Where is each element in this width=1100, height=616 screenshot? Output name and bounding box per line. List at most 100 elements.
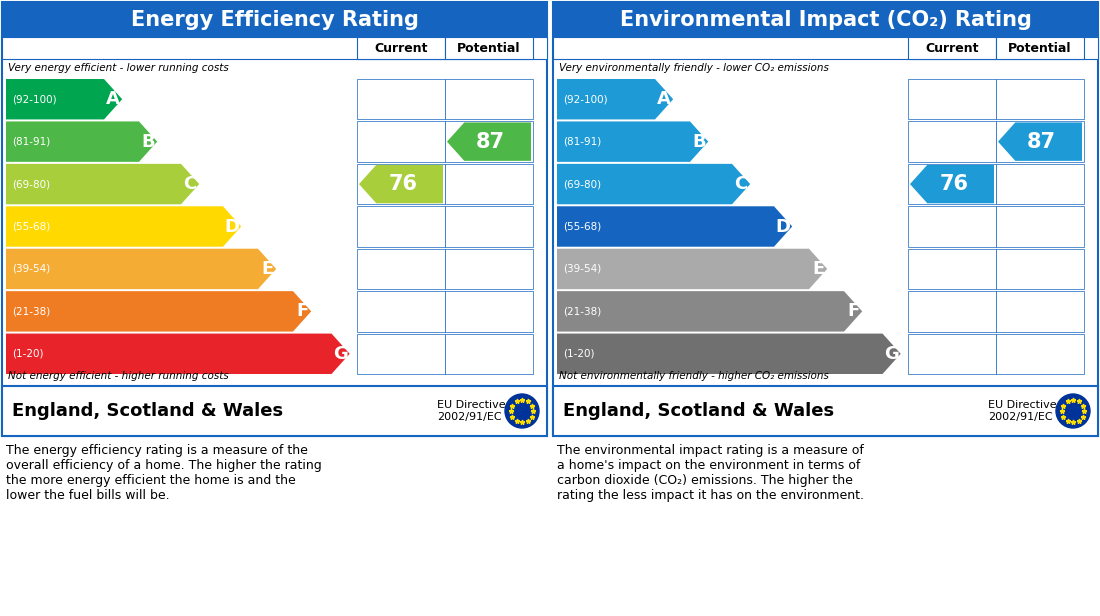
Polygon shape xyxy=(557,206,792,247)
Text: EU Directive
2002/91/EC: EU Directive 2002/91/EC xyxy=(988,400,1057,422)
Bar xyxy=(358,291,446,331)
Text: E: E xyxy=(812,260,824,278)
Bar xyxy=(2,2,547,436)
Text: Current: Current xyxy=(925,41,979,54)
Text: 87: 87 xyxy=(476,132,505,152)
Text: Energy Efficiency Rating: Energy Efficiency Rating xyxy=(131,9,418,30)
Polygon shape xyxy=(6,164,199,205)
Text: Potential: Potential xyxy=(1009,41,1071,54)
Bar xyxy=(446,249,534,289)
Bar xyxy=(358,37,446,59)
Bar xyxy=(908,164,996,205)
Polygon shape xyxy=(557,79,673,120)
Text: (1-20): (1-20) xyxy=(12,349,44,359)
Bar xyxy=(908,37,996,59)
Text: (69-80): (69-80) xyxy=(12,179,51,189)
Polygon shape xyxy=(998,123,1082,161)
Text: D: D xyxy=(776,217,791,235)
Text: B: B xyxy=(692,132,706,151)
Bar xyxy=(446,164,534,205)
Text: Not environmentally friendly - higher CO₂ emissions: Not environmentally friendly - higher CO… xyxy=(559,371,829,381)
Polygon shape xyxy=(6,79,122,120)
Polygon shape xyxy=(6,291,311,331)
Text: 76: 76 xyxy=(939,174,968,194)
Bar xyxy=(908,121,996,162)
Text: (81-91): (81-91) xyxy=(12,137,51,147)
Polygon shape xyxy=(557,334,901,374)
Text: F: F xyxy=(847,302,859,320)
Bar xyxy=(2,386,547,436)
Bar xyxy=(996,79,1084,120)
Text: A: A xyxy=(107,90,120,108)
Text: The environmental impact rating is a measure of
a home's impact on the environme: The environmental impact rating is a mea… xyxy=(557,444,864,502)
Bar xyxy=(908,334,996,374)
Bar xyxy=(358,164,446,205)
Bar xyxy=(996,291,1084,331)
Bar xyxy=(908,206,996,247)
Text: (92-100): (92-100) xyxy=(12,94,56,104)
Text: (92-100): (92-100) xyxy=(563,94,607,104)
Text: C: C xyxy=(735,175,748,193)
Bar xyxy=(358,249,446,289)
Text: G: G xyxy=(333,345,348,363)
Bar xyxy=(2,2,547,37)
Bar xyxy=(908,249,996,289)
Text: 87: 87 xyxy=(1027,132,1056,152)
Polygon shape xyxy=(447,123,531,161)
Polygon shape xyxy=(6,206,241,247)
Polygon shape xyxy=(557,121,708,162)
Text: England, Scotland & Wales: England, Scotland & Wales xyxy=(12,402,283,420)
Text: Potential: Potential xyxy=(458,41,520,54)
Text: (21-38): (21-38) xyxy=(563,306,602,317)
Text: B: B xyxy=(141,132,155,151)
Text: (39-54): (39-54) xyxy=(563,264,602,274)
Text: (55-68): (55-68) xyxy=(563,222,602,232)
Polygon shape xyxy=(557,164,750,205)
Text: F: F xyxy=(296,302,308,320)
Text: Environmental Impact (CO₂) Rating: Environmental Impact (CO₂) Rating xyxy=(619,9,1032,30)
Text: A: A xyxy=(657,90,671,108)
Text: England, Scotland & Wales: England, Scotland & Wales xyxy=(563,402,834,420)
Text: G: G xyxy=(884,345,899,363)
Bar xyxy=(553,2,1098,436)
Polygon shape xyxy=(359,165,443,203)
Text: C: C xyxy=(184,175,197,193)
Text: (55-68): (55-68) xyxy=(12,222,51,232)
Bar xyxy=(446,334,534,374)
Bar xyxy=(996,121,1084,162)
Text: EU Directive
2002/91/EC: EU Directive 2002/91/EC xyxy=(437,400,506,422)
Bar xyxy=(358,334,446,374)
Polygon shape xyxy=(557,291,862,331)
Bar xyxy=(446,79,534,120)
Text: Not energy efficient - higher running costs: Not energy efficient - higher running co… xyxy=(8,371,229,381)
Text: D: D xyxy=(224,217,240,235)
Bar xyxy=(996,249,1084,289)
Text: Very energy efficient - lower running costs: Very energy efficient - lower running co… xyxy=(8,63,229,73)
Bar xyxy=(358,121,446,162)
Polygon shape xyxy=(557,249,827,289)
Text: Very environmentally friendly - lower CO₂ emissions: Very environmentally friendly - lower CO… xyxy=(559,63,829,73)
Circle shape xyxy=(505,394,539,428)
Polygon shape xyxy=(910,165,994,203)
Text: 76: 76 xyxy=(388,174,417,194)
Polygon shape xyxy=(6,249,276,289)
Polygon shape xyxy=(6,334,350,374)
Circle shape xyxy=(1056,394,1090,428)
Bar xyxy=(996,334,1084,374)
Text: Current: Current xyxy=(374,41,428,54)
Bar xyxy=(908,79,996,120)
Bar xyxy=(553,37,1098,59)
Text: (69-80): (69-80) xyxy=(563,179,601,189)
Text: E: E xyxy=(261,260,273,278)
Bar xyxy=(553,386,1098,436)
Bar xyxy=(446,291,534,331)
Bar xyxy=(446,206,534,247)
Bar xyxy=(996,164,1084,205)
Bar xyxy=(358,206,446,247)
Bar xyxy=(446,121,534,162)
Bar xyxy=(996,37,1084,59)
Bar xyxy=(908,291,996,331)
Bar xyxy=(996,206,1084,247)
Text: (1-20): (1-20) xyxy=(563,349,594,359)
Bar xyxy=(2,37,547,59)
